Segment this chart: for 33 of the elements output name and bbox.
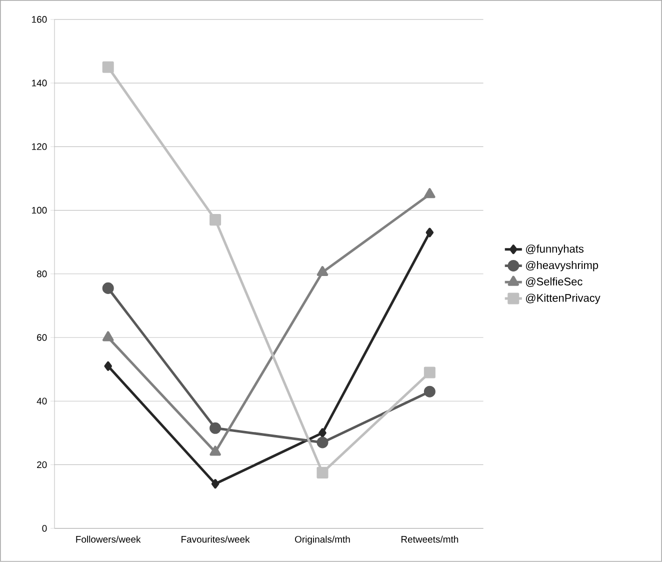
legend-label: @funnyhats [526, 244, 584, 255]
point [424, 366, 436, 378]
y-tick-label: 100 [32, 207, 47, 214]
y-tick-label: 80 [36, 270, 47, 278]
point [424, 188, 436, 198]
point [211, 479, 220, 489]
point [102, 61, 114, 73]
point [210, 446, 221, 456]
point [316, 436, 328, 448]
y-tick-label: 120 [32, 143, 47, 150]
y-tick-label: 60 [37, 334, 47, 341]
point [104, 361, 112, 371]
legend-label: @heavyshrimp [526, 261, 598, 272]
legend-label: @KittenPrivacy [526, 294, 600, 304]
point [210, 422, 222, 434]
x-tick-label: Followers/week [76, 536, 141, 543]
y-tick-label: 0 [42, 525, 47, 532]
point [316, 467, 328, 479]
point [316, 266, 328, 276]
y-tick-label: 160 [32, 16, 47, 23]
point [426, 228, 434, 238]
point [210, 214, 222, 226]
legend-label: @SelfieSec [526, 277, 582, 287]
y-tick-label: 140 [32, 80, 47, 86]
point [318, 428, 326, 438]
point [424, 386, 436, 398]
x-tick-label: Retweets/mth [401, 536, 458, 543]
x-tick-label: Originals/mth [295, 536, 350, 545]
point [102, 282, 114, 294]
y-tick-label: 20 [37, 461, 47, 468]
x-tick-label: Favourites/week [182, 536, 250, 543]
point [102, 331, 114, 342]
y-tick-label: 40 [36, 398, 47, 405]
